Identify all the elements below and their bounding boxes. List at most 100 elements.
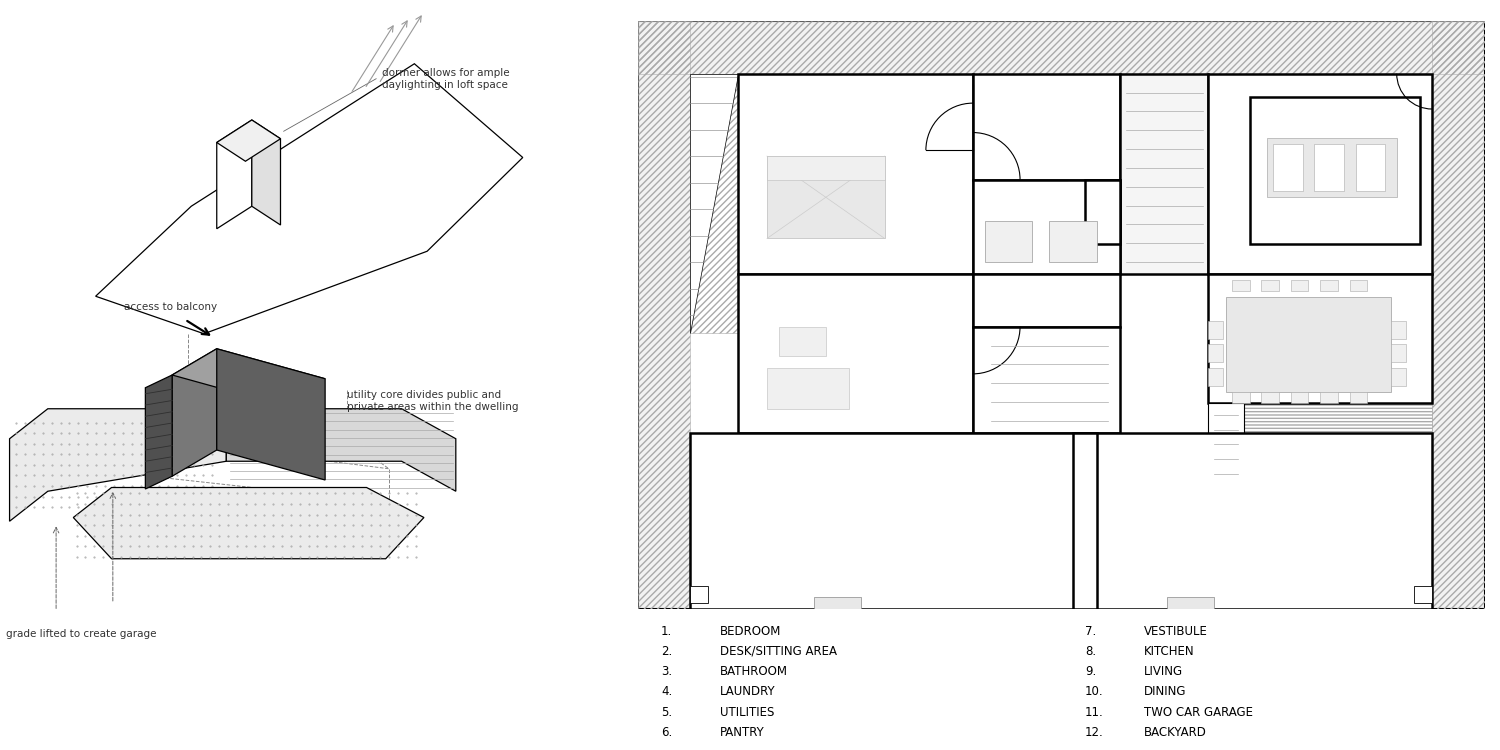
Bar	[1350, 280, 1368, 292]
Text: access to balcony: access to balcony	[124, 302, 217, 313]
Bar	[778, 327, 826, 356]
Bar	[638, 21, 690, 609]
Bar	[1209, 404, 1243, 480]
Bar	[1226, 297, 1391, 392]
Text: utility core divides public and
private areas within the dwelling: utility core divides public and private …	[348, 391, 519, 412]
Bar	[1274, 144, 1302, 191]
Text: 2.: 2.	[662, 645, 672, 658]
Polygon shape	[96, 64, 522, 334]
Bar	[1432, 21, 1485, 609]
Bar	[1314, 144, 1344, 191]
Text: 11.: 11.	[862, 520, 883, 533]
Polygon shape	[74, 488, 424, 559]
Bar	[984, 220, 1032, 262]
Bar	[974, 274, 1120, 327]
Polygon shape	[9, 409, 226, 521]
Bar	[1320, 392, 1338, 404]
Bar	[974, 74, 1120, 180]
Bar	[738, 74, 974, 274]
Text: BATHROOM: BATHROOM	[720, 665, 788, 678]
Bar	[690, 433, 1432, 609]
Text: 1.: 1.	[662, 625, 672, 638]
Bar	[1072, 433, 1096, 609]
Text: 3.: 3.	[1020, 114, 1032, 128]
Bar	[1050, 220, 1096, 262]
Bar	[1250, 98, 1420, 244]
Bar	[974, 327, 1120, 433]
Text: VESTIBULE: VESTIBULE	[1143, 625, 1208, 638]
Text: 7.: 7.	[1020, 380, 1032, 392]
Bar	[1209, 321, 1222, 338]
Bar	[815, 598, 861, 609]
Bar	[1167, 598, 1215, 609]
Text: BEDROOM: BEDROOM	[720, 625, 782, 638]
Bar	[1262, 280, 1280, 292]
Text: LAUNDRY: LAUNDRY	[720, 686, 776, 698]
Bar	[1350, 392, 1368, 404]
Text: 7.: 7.	[1084, 625, 1096, 638]
Bar	[738, 274, 974, 433]
Bar	[1120, 74, 1209, 274]
Bar	[1209, 274, 1432, 404]
Bar	[690, 74, 1432, 609]
Text: dormer allows for ample
daylighting in loft space: dormer allows for ample daylighting in l…	[382, 68, 510, 89]
Polygon shape	[172, 349, 326, 405]
Polygon shape	[217, 349, 326, 480]
Bar	[766, 156, 885, 180]
Bar	[1209, 404, 1432, 480]
Text: 4.: 4.	[1008, 232, 1020, 245]
Polygon shape	[217, 120, 252, 229]
Bar	[1084, 180, 1120, 244]
Text: 12.: 12.	[1245, 520, 1266, 533]
Text: 11.: 11.	[1084, 706, 1104, 718]
Bar	[1292, 392, 1308, 404]
Bar	[1209, 368, 1222, 386]
Text: DINING: DINING	[1143, 686, 1186, 698]
Text: 1.: 1.	[808, 132, 820, 145]
Text: UTILITIES: UTILITIES	[720, 706, 774, 718]
Bar	[1320, 280, 1338, 292]
Bar	[1209, 74, 1432, 274]
Bar	[1209, 344, 1222, 362]
Text: PANTRY: PANTRY	[720, 726, 765, 739]
Text: KITCHEN: KITCHEN	[1143, 645, 1194, 658]
Bar	[1268, 139, 1396, 197]
Bar	[1414, 586, 1432, 604]
Text: 3.: 3.	[662, 665, 672, 678]
Bar	[1232, 392, 1250, 404]
Bar	[766, 156, 885, 238]
Bar	[766, 368, 849, 410]
Text: 6.: 6.	[1044, 297, 1056, 310]
Polygon shape	[217, 120, 280, 161]
Text: 4.: 4.	[662, 686, 672, 698]
Text: TWO CAR GARAGE: TWO CAR GARAGE	[1143, 706, 1252, 718]
Bar	[1390, 321, 1406, 338]
Bar	[1356, 144, 1384, 191]
Text: 10.: 10.	[1287, 344, 1306, 357]
Bar	[1338, 74, 1432, 404]
Text: 9.: 9.	[1084, 665, 1096, 678]
Polygon shape	[146, 375, 172, 489]
Text: 8.: 8.	[1084, 645, 1096, 658]
Text: LIVING: LIVING	[1143, 665, 1184, 678]
Bar	[1390, 344, 1406, 362]
Bar	[1232, 280, 1250, 292]
Bar	[1292, 280, 1308, 292]
Bar	[1262, 392, 1280, 404]
Bar	[974, 180, 1120, 274]
Text: BACKYARD: BACKYARD	[1143, 726, 1206, 739]
Bar	[690, 586, 708, 604]
Polygon shape	[690, 74, 738, 333]
Bar	[1390, 368, 1406, 386]
Bar	[638, 21, 1485, 74]
Polygon shape	[252, 120, 280, 225]
Text: 5.: 5.	[1096, 210, 1108, 220]
Text: grade lifted to create garage: grade lifted to create garage	[6, 628, 158, 639]
Polygon shape	[226, 409, 456, 491]
Text: 9.: 9.	[1326, 132, 1338, 145]
Text: 8.: 8.	[1280, 179, 1292, 192]
Text: 5.: 5.	[662, 706, 672, 718]
Text: 10.: 10.	[1084, 686, 1104, 698]
Bar	[690, 74, 738, 333]
Polygon shape	[172, 349, 217, 476]
